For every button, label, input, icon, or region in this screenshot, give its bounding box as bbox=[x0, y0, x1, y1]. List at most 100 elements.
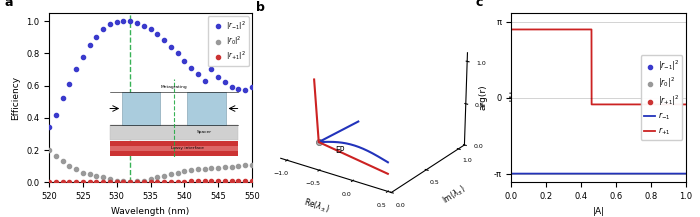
Point bbox=[132, 180, 143, 183]
Point bbox=[199, 79, 210, 82]
Point bbox=[43, 126, 55, 129]
$r_{+1}$ bbox=[507, 28, 515, 31]
Point bbox=[246, 163, 258, 166]
$r_{-1}$ bbox=[638, 172, 646, 175]
Point bbox=[226, 180, 237, 183]
Point bbox=[71, 68, 82, 71]
Point bbox=[43, 148, 55, 152]
Point bbox=[118, 180, 129, 183]
Point bbox=[118, 19, 129, 23]
Point bbox=[165, 181, 176, 184]
Point bbox=[84, 44, 95, 47]
$r_{-1}$ bbox=[538, 172, 547, 175]
Point bbox=[125, 181, 136, 184]
$r_{+1}$ bbox=[587, 103, 596, 106]
Point bbox=[158, 181, 169, 184]
Point bbox=[186, 66, 197, 70]
Point bbox=[71, 181, 82, 184]
Point bbox=[178, 60, 190, 63]
Point bbox=[158, 39, 169, 42]
Point bbox=[233, 180, 244, 183]
$r_{-1}$ bbox=[621, 172, 629, 175]
Point bbox=[138, 179, 149, 182]
Text: c: c bbox=[476, 0, 484, 9]
Point bbox=[97, 27, 108, 31]
Point bbox=[77, 55, 88, 58]
Point bbox=[165, 173, 176, 176]
Point bbox=[199, 167, 210, 170]
X-axis label: Re($\lambda_{\pm}$): Re($\lambda_{\pm}$) bbox=[302, 196, 331, 216]
Point bbox=[50, 155, 62, 158]
Point bbox=[152, 176, 163, 179]
Point bbox=[186, 180, 197, 183]
Point bbox=[145, 177, 156, 181]
Point bbox=[172, 171, 183, 174]
Point bbox=[165, 45, 176, 49]
Point bbox=[213, 76, 224, 79]
X-axis label: Wavelength (nm): Wavelength (nm) bbox=[111, 207, 190, 215]
Point bbox=[104, 23, 116, 26]
Point bbox=[226, 85, 237, 89]
Point bbox=[104, 177, 116, 181]
Point bbox=[111, 181, 122, 184]
Line: $r_{+1}$: $r_{+1}$ bbox=[511, 30, 686, 104]
Point bbox=[111, 179, 122, 182]
Legend: $|r_{-1}|^2$, $|r_{0}|^2$, $|r_{+1}|^2$: $|r_{-1}|^2$, $|r_{0}|^2$, $|r_{+1}|^2$ bbox=[208, 16, 248, 66]
Point bbox=[193, 180, 204, 183]
Point bbox=[213, 166, 224, 169]
Point bbox=[111, 20, 122, 24]
$r_{-1}$ bbox=[612, 172, 620, 175]
$r_{+1}$ bbox=[651, 103, 659, 106]
Point bbox=[77, 181, 88, 184]
Point bbox=[91, 35, 102, 39]
Point bbox=[193, 72, 204, 76]
Text: b: b bbox=[256, 1, 265, 14]
$r_{-1}$ bbox=[651, 172, 659, 175]
Point bbox=[125, 19, 136, 23]
Point bbox=[178, 181, 190, 184]
Point bbox=[186, 168, 197, 172]
Point bbox=[233, 164, 244, 168]
Point bbox=[97, 181, 108, 184]
Point bbox=[233, 87, 244, 90]
Point bbox=[91, 174, 102, 178]
Point bbox=[239, 164, 251, 167]
Point bbox=[97, 176, 108, 179]
$r_{-1}$ bbox=[574, 172, 582, 175]
Point bbox=[226, 165, 237, 169]
Point bbox=[43, 181, 55, 184]
Point bbox=[145, 181, 156, 184]
$r_{+1}$ bbox=[682, 103, 690, 106]
Point bbox=[125, 181, 136, 184]
Point bbox=[118, 181, 129, 184]
$r_{+1}$ bbox=[621, 103, 629, 106]
Point bbox=[152, 181, 163, 184]
Point bbox=[132, 181, 143, 184]
Point bbox=[219, 81, 230, 84]
$r_{-1}$ bbox=[507, 172, 515, 175]
$r_{-1}$ bbox=[682, 172, 690, 175]
$r_{+1}$ bbox=[612, 103, 620, 106]
Point bbox=[145, 27, 156, 31]
Point bbox=[84, 173, 95, 176]
Point bbox=[172, 181, 183, 184]
Point bbox=[77, 171, 88, 174]
Point bbox=[50, 181, 62, 184]
Point bbox=[138, 181, 149, 184]
$r_{+1}$ bbox=[638, 103, 646, 106]
Point bbox=[172, 52, 183, 55]
Point bbox=[57, 181, 68, 184]
Point bbox=[84, 181, 95, 184]
Point bbox=[219, 180, 230, 183]
Point bbox=[64, 181, 75, 184]
Point bbox=[158, 174, 169, 178]
Point bbox=[91, 181, 102, 184]
Point bbox=[71, 168, 82, 171]
$r_{+1}$ bbox=[574, 28, 582, 31]
Point bbox=[239, 88, 251, 91]
Point bbox=[199, 180, 210, 183]
Point bbox=[132, 21, 143, 25]
Point bbox=[206, 166, 217, 169]
Legend: $|r_{-1}|^2$, $|r_{0}|^2$, $|r_{+1}|^2$, $r_{-1}$, $r_{+1}$: $|r_{-1}|^2$, $|r_{0}|^2$, $|r_{+1}|^2$,… bbox=[641, 55, 682, 140]
Point bbox=[57, 159, 68, 163]
